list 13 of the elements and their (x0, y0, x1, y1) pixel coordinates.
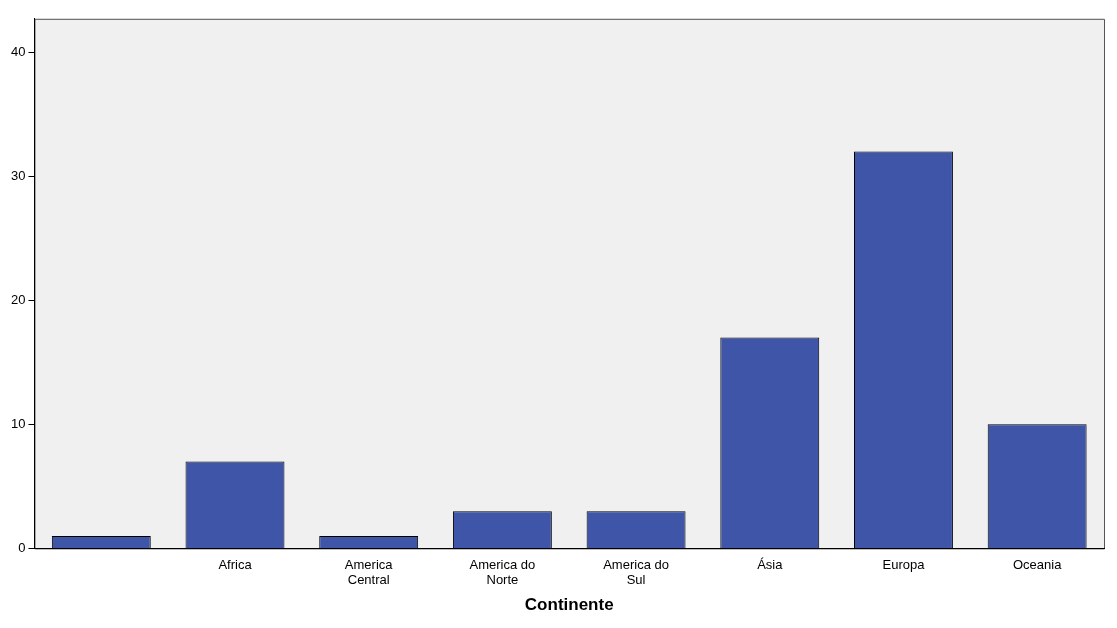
x-axis-title: Continente (524, 595, 614, 615)
x-tick-label: America do Norte (469, 556, 536, 588)
x-tick-label: Africa (218, 556, 253, 572)
y-tick-label: 0 (18, 539, 26, 555)
x-tick-label: Ásia (757, 556, 784, 572)
y-tick-label: 10 (10, 415, 26, 431)
x-tick-label: Oceania (1012, 556, 1063, 572)
y-tick-label: 40 (10, 43, 26, 59)
x-tick-label: America Central (344, 556, 394, 588)
y-tick-label: 30 (10, 167, 26, 183)
x-tick-label: America do Sul (603, 556, 669, 588)
x-tick-label: Europa (882, 556, 926, 572)
y-tick-label: 20 (10, 291, 26, 307)
